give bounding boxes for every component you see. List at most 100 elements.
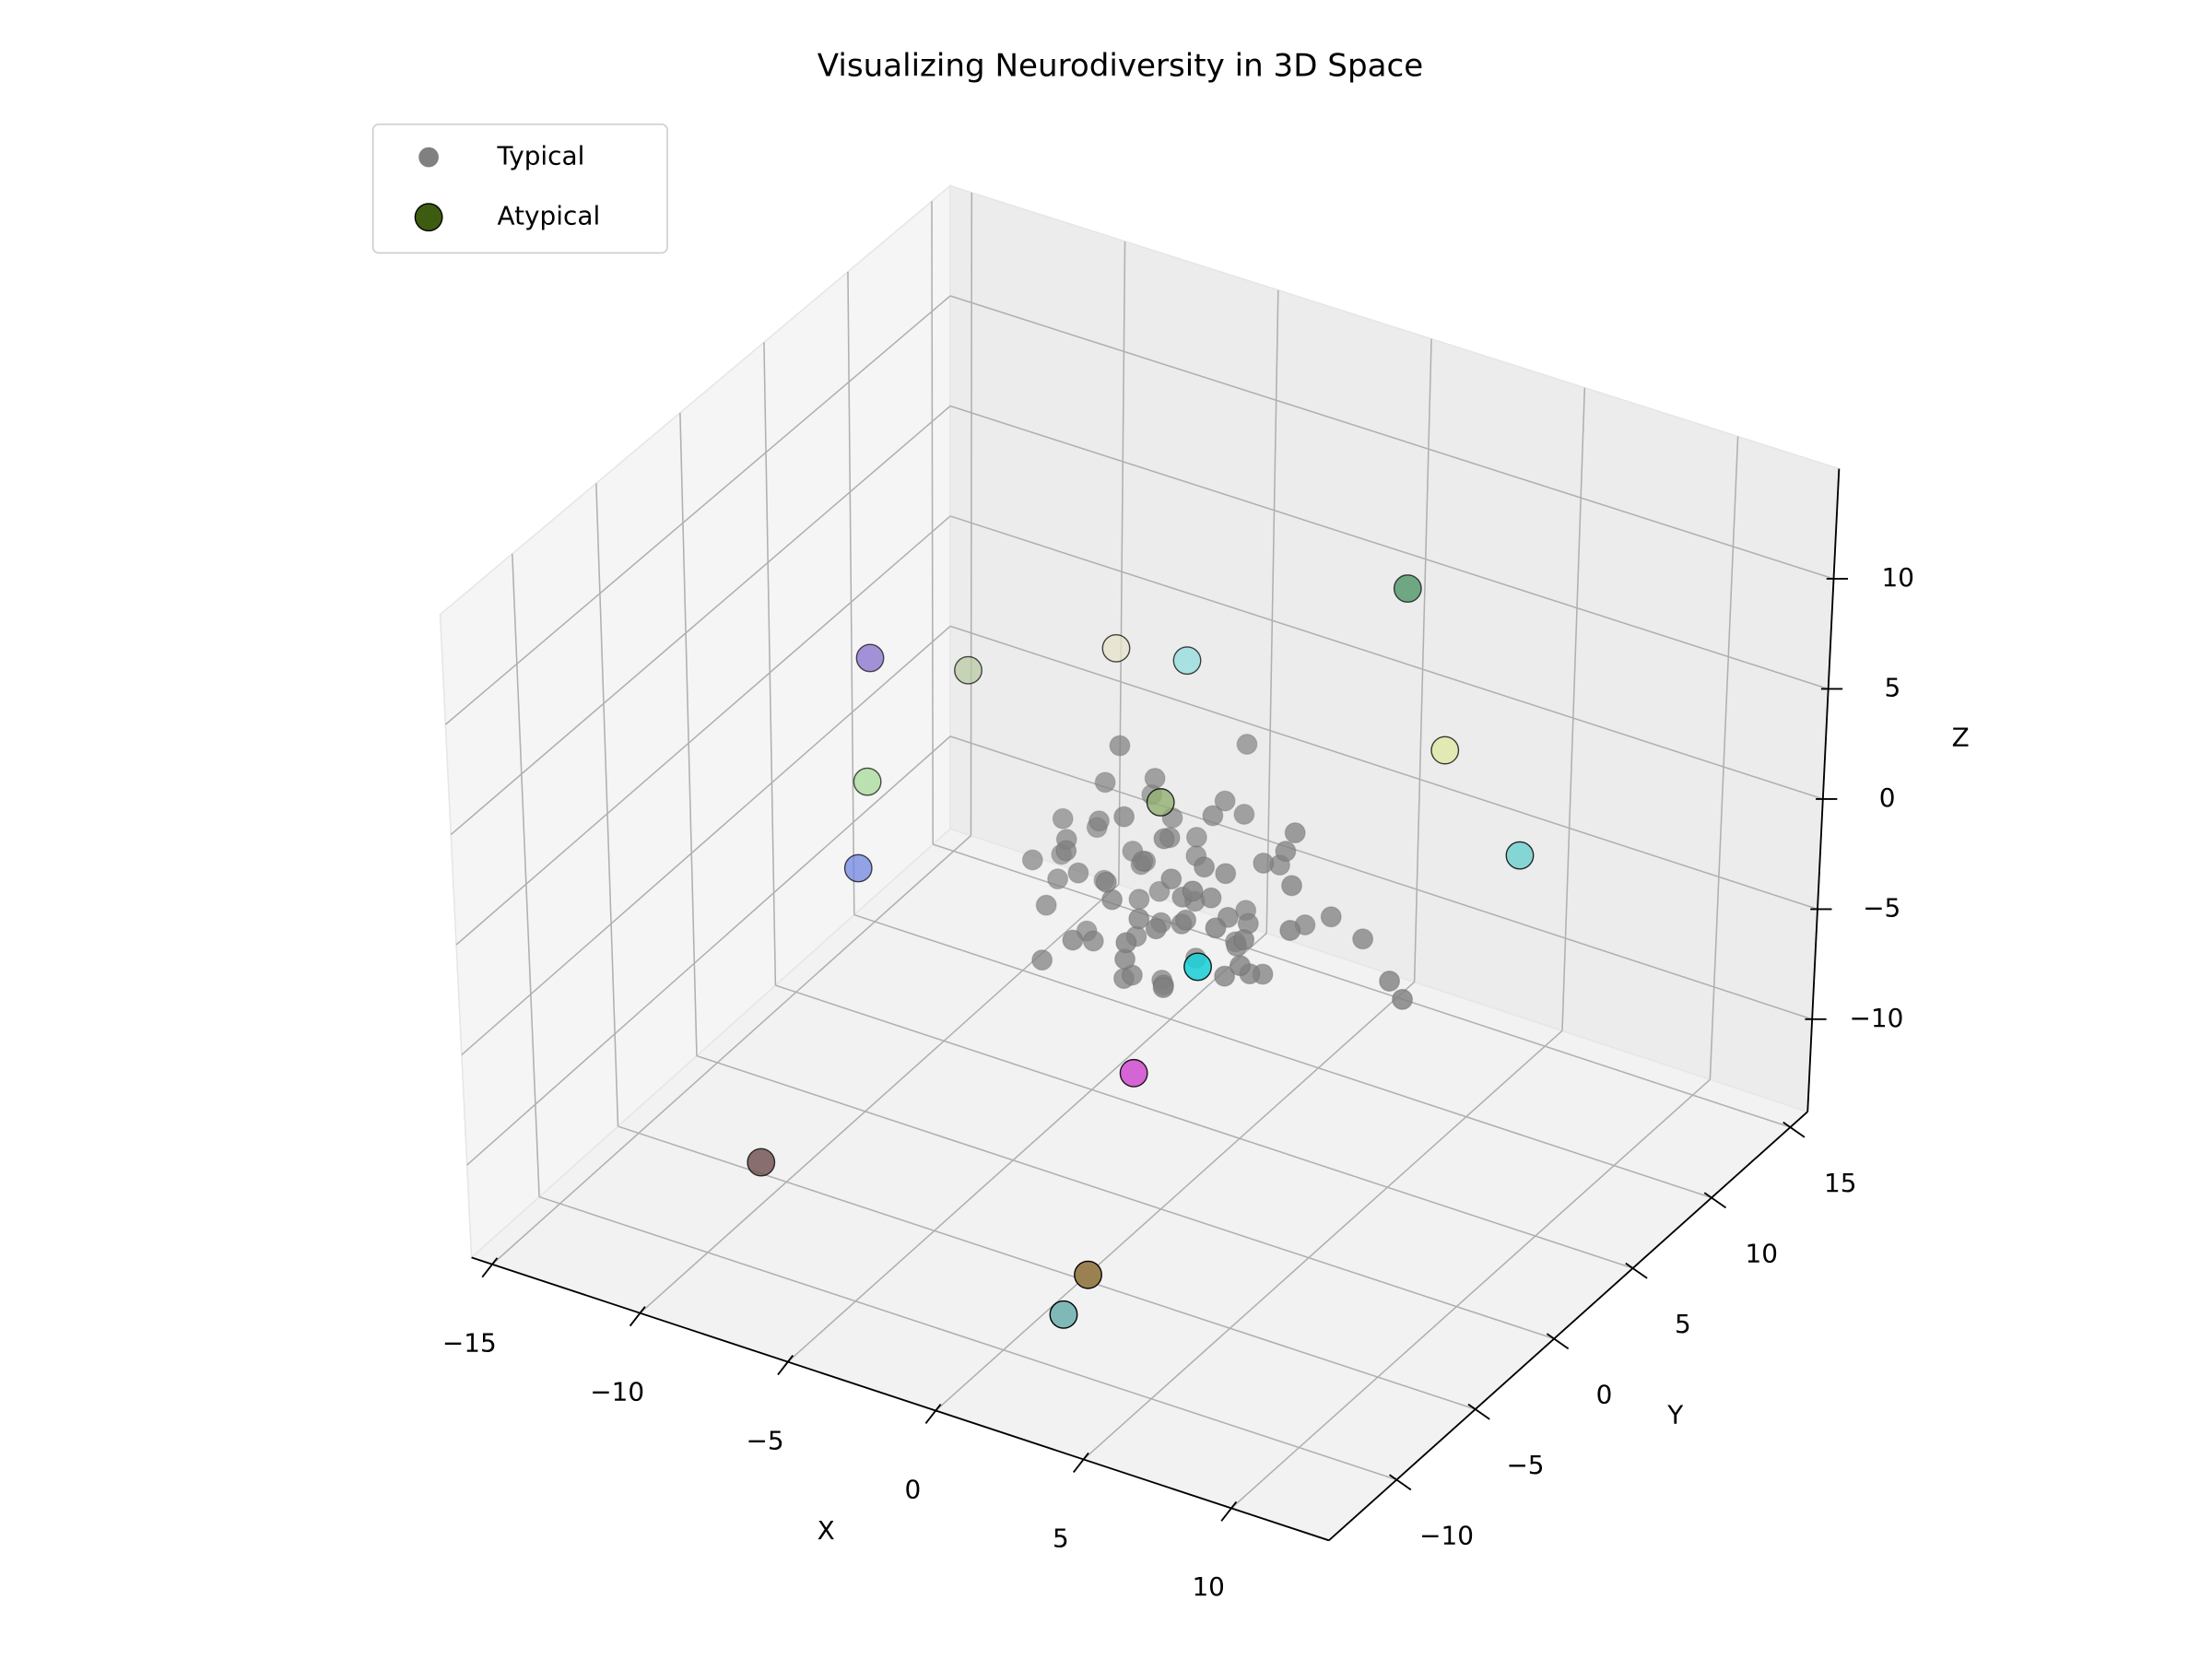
legend-label: Typical xyxy=(497,141,585,171)
typical-point xyxy=(1094,771,1116,794)
legend-box xyxy=(371,124,668,254)
typical-point xyxy=(1113,806,1135,828)
atypical-point xyxy=(843,853,873,883)
typical-point xyxy=(1160,868,1182,890)
typical-point xyxy=(1109,735,1131,757)
grid-line xyxy=(1709,436,1739,1080)
grid-line xyxy=(1413,338,1432,982)
grid-line xyxy=(1230,1078,1711,1509)
grid-line xyxy=(1083,1030,1563,1461)
grid-line xyxy=(450,405,951,836)
typical-point xyxy=(1115,932,1137,954)
grid-line xyxy=(455,515,951,946)
grid-line xyxy=(932,843,1791,1128)
typical-point xyxy=(1055,840,1077,862)
atypical-point xyxy=(1430,735,1460,765)
legend-marker xyxy=(414,203,443,232)
typical-point xyxy=(1152,977,1174,999)
typical-point xyxy=(1095,871,1117,893)
typical-point xyxy=(1214,965,1236,987)
x-tick xyxy=(1073,1452,1089,1473)
y-tick-label: 10 xyxy=(1746,1239,1778,1269)
grid-line xyxy=(679,412,698,1056)
atypical-point xyxy=(1172,646,1202,676)
grid-line xyxy=(538,1195,1397,1481)
atypical-point xyxy=(1119,1058,1148,1088)
x-tick-label: 5 xyxy=(1053,1523,1069,1553)
typical-point xyxy=(1182,880,1204,902)
typical-point xyxy=(1379,971,1401,992)
typical-point xyxy=(1200,887,1222,909)
grid-line xyxy=(935,981,1416,1412)
typical-point xyxy=(1132,850,1154,872)
grid-line xyxy=(931,201,934,845)
z-axis xyxy=(1806,468,1841,1112)
y-axis xyxy=(1328,1111,1808,1542)
z-tick-label: 5 xyxy=(1885,672,1901,702)
atypical-point xyxy=(855,643,885,673)
typical-point xyxy=(1279,920,1301,941)
z-axis-label: Z xyxy=(1952,723,1970,753)
grid-line xyxy=(1118,241,1126,885)
chart-title: Visualizing Neurodiversity in 3D Space xyxy=(818,47,1423,84)
x-tick xyxy=(1220,1500,1238,1522)
x-tick-label: −15 xyxy=(442,1328,497,1359)
x-tick xyxy=(777,1355,794,1376)
z-tick-label: 10 xyxy=(1882,562,1915,593)
grid-line xyxy=(696,1054,1555,1340)
typical-point xyxy=(1202,805,1224,827)
x-tick-label: −5 xyxy=(746,1425,783,1455)
x-tick-label: −10 xyxy=(590,1376,644,1406)
y-tick xyxy=(1625,1262,1648,1279)
atypical-point xyxy=(1505,841,1535,870)
typical-point xyxy=(1275,841,1297,863)
grid-line xyxy=(949,295,1834,580)
typical-point xyxy=(1236,734,1258,755)
typical-point xyxy=(1021,849,1043,871)
z-tick-label: −10 xyxy=(1849,1003,1903,1033)
atypical-point xyxy=(1074,1260,1102,1289)
typical-point xyxy=(1144,767,1166,789)
grid-line xyxy=(847,271,855,915)
typical-point xyxy=(1194,856,1216,878)
typical-point xyxy=(1035,894,1057,916)
grid-line xyxy=(949,625,1818,911)
typical-point xyxy=(1233,929,1255,951)
z-tick-label: 0 xyxy=(1879,782,1896,813)
grid-line xyxy=(949,735,1813,1020)
typical-point xyxy=(1153,828,1175,850)
x-tick-label: 10 xyxy=(1192,1571,1225,1602)
typical-point xyxy=(1031,949,1053,971)
atypical-point xyxy=(1393,574,1422,603)
typical-point xyxy=(1067,862,1089,884)
typical-point xyxy=(1352,928,1374,950)
typical-point xyxy=(1215,863,1237,885)
y-axis-label: Y xyxy=(1666,1399,1684,1430)
y-tick xyxy=(1783,1121,1806,1138)
typical-point xyxy=(1082,930,1104,952)
grid-line xyxy=(787,932,1267,1363)
points xyxy=(747,574,1535,1329)
grid-line xyxy=(949,405,1829,690)
typical-point xyxy=(1088,810,1110,832)
atypical-point xyxy=(1101,633,1131,663)
legend-marker xyxy=(418,147,439,168)
typical-point xyxy=(1205,917,1227,939)
typical-point xyxy=(1128,888,1150,911)
typical-point xyxy=(1062,929,1084,951)
typical-point xyxy=(1175,909,1197,931)
y-tick xyxy=(1389,1474,1412,1491)
grid-line xyxy=(763,342,777,986)
z-tick-label: −5 xyxy=(1863,892,1900,923)
typical-point xyxy=(1230,955,1251,977)
atypical-point xyxy=(853,767,882,796)
legend: Typical Atypical xyxy=(371,124,668,254)
grid-line xyxy=(1265,289,1279,934)
y-tick xyxy=(1467,1403,1490,1420)
typical-point xyxy=(1128,908,1150,930)
x-tick xyxy=(629,1306,646,1327)
y-tick xyxy=(1703,1192,1727,1209)
x-axis xyxy=(471,1256,1330,1542)
